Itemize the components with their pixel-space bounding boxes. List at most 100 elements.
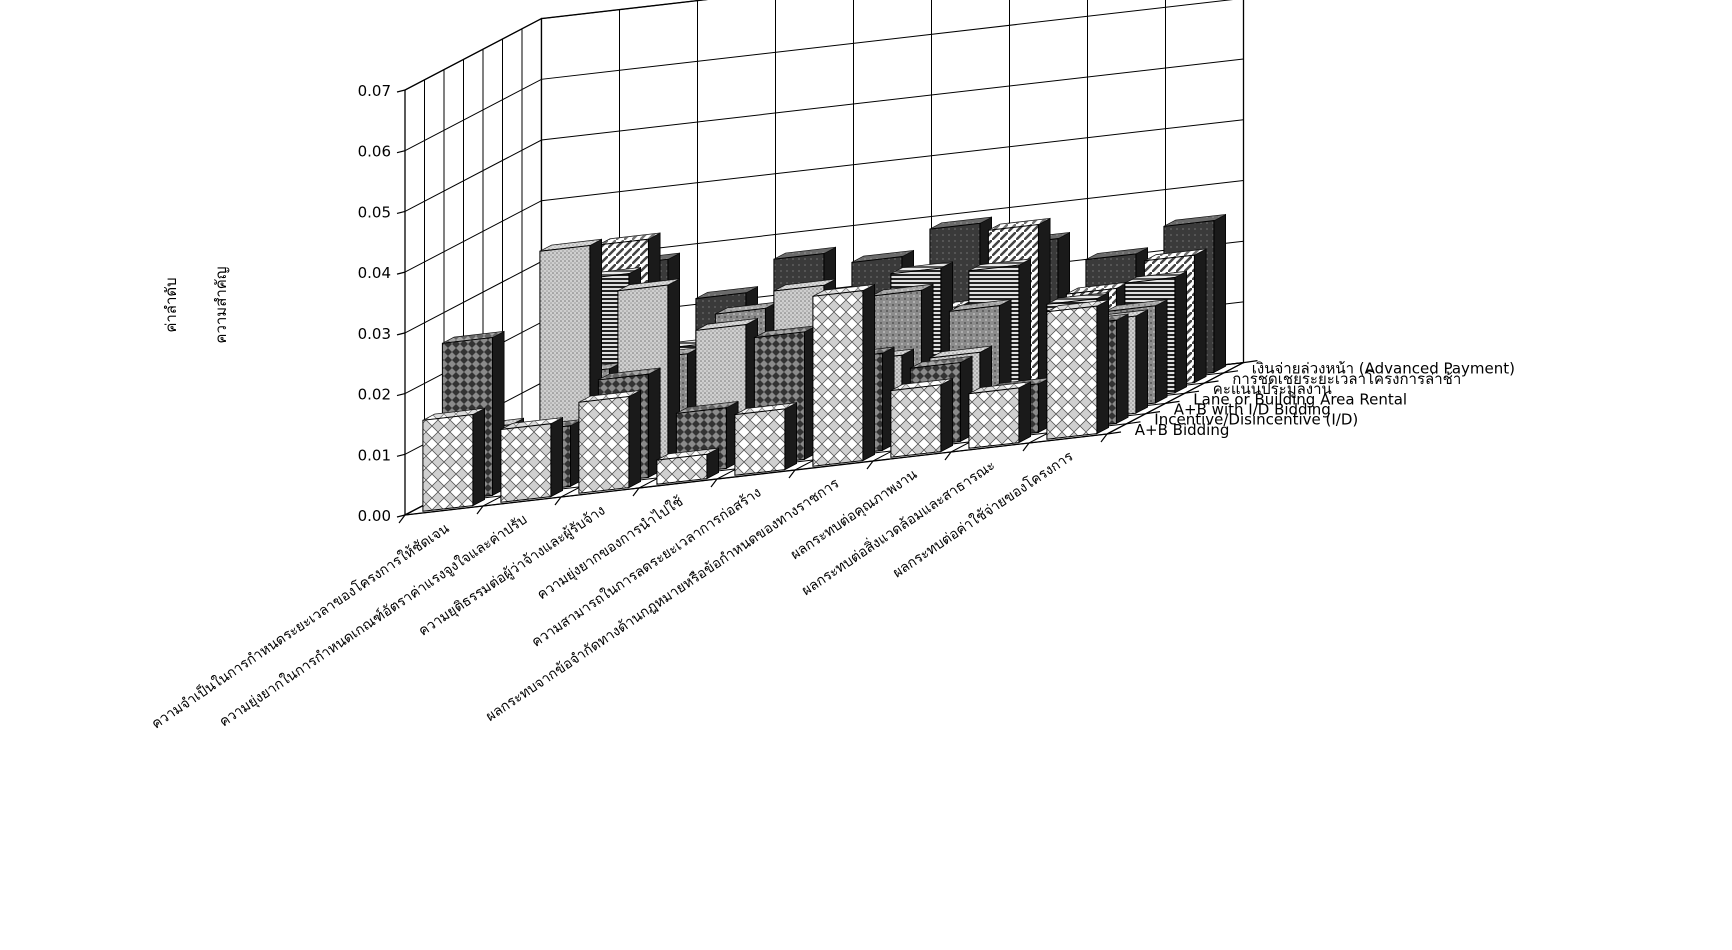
- series-label: Lane or Building Area Rental: [1193, 390, 1407, 408]
- x-gridline-floor: [1106, 362, 1244, 435]
- bar-top-highlight: [617, 278, 680, 291]
- bar-top-highlight: [539, 239, 602, 252]
- y-tick-label: 0.04: [358, 264, 391, 282]
- x-tick-mark: [632, 487, 640, 497]
- bar-top-highlight: [598, 233, 661, 245]
- bar: [968, 381, 1031, 449]
- bar-side-face: [1096, 299, 1109, 435]
- bar-top-highlight: [968, 381, 1031, 394]
- bar-side-face: [1194, 248, 1207, 384]
- y-tick-label: 0.00: [358, 507, 391, 525]
- bar-front-face: [1046, 305, 1098, 440]
- y-axis-label-line-1: ค่าลำดับ: [162, 277, 180, 332]
- bar-top-highlight: [988, 218, 1051, 231]
- y-tick-mark: [396, 453, 406, 457]
- y-tick-mark: [396, 150, 406, 154]
- x-tick-mark: [398, 514, 406, 524]
- bar-top-highlight: [851, 250, 914, 263]
- bar: [1046, 299, 1109, 440]
- y-tick-label: 0.01: [358, 446, 391, 464]
- x-category-label: ความยุ่งยากในการกำหนดเกณฑ์อัตราค่าแรงจูง…: [216, 511, 530, 731]
- y-tick-mark: [396, 332, 406, 336]
- bar-top-highlight: [695, 286, 758, 299]
- bar-top-highlight: [812, 284, 875, 297]
- z-tick-mark: [1165, 400, 1180, 404]
- x-tick-mark: [788, 469, 796, 479]
- bar-side-face: [1135, 309, 1148, 414]
- bar: [734, 402, 797, 476]
- z-tick-mark: [1184, 390, 1200, 394]
- bar-side-face: [940, 378, 953, 453]
- x-tick-mark: [944, 451, 952, 461]
- bar-side-face: [628, 389, 641, 489]
- bar-front-face: [500, 423, 552, 503]
- x-tick-mark: [476, 505, 484, 515]
- bar-top-highlight: [929, 346, 992, 358]
- x-tick-mark: [710, 478, 718, 488]
- bar-top-highlight: [715, 302, 778, 315]
- bar-front-face: [578, 395, 630, 494]
- bar-top-highlight: [949, 299, 1012, 312]
- bar: [812, 283, 875, 467]
- y-axis-label-line-2: ความสำคัญ: [212, 266, 230, 343]
- z-tick-mark: [1145, 411, 1161, 415]
- bars: [422, 213, 1226, 512]
- bar-side-face: [1155, 299, 1168, 404]
- bar-side-face: [862, 283, 875, 462]
- bar-top-highlight: [910, 356, 973, 369]
- x-category-label: ความสามารถในการลดระยะเวลาการก่อสร้าง: [528, 484, 764, 651]
- bar-top-highlight: [442, 331, 505, 344]
- y-tick-labels: 0.00 0.01 0.02 0.03 0.04 0.05 0.06 0.07: [358, 82, 391, 525]
- y-tick-label: 0.07: [358, 82, 391, 100]
- x-tick-mark: [1022, 442, 1030, 452]
- y-tick-label: 0.05: [358, 203, 391, 221]
- y-axis-label: ค่าลำดับ ความสำคัญ: [162, 266, 230, 343]
- x-tick-mark: [554, 496, 562, 506]
- y-tick-mark: [396, 89, 406, 93]
- z-tick-mark: [1243, 360, 1258, 364]
- series-label: Incentive/Disincentive (I/D): [1154, 411, 1358, 429]
- bar: [656, 447, 719, 485]
- bar-front-face: [890, 384, 942, 458]
- bar-side-face: [550, 416, 563, 498]
- bar-side-face: [784, 402, 797, 471]
- bar-top-highlight: [773, 279, 836, 291]
- bar: [422, 407, 486, 512]
- bar: [578, 389, 641, 494]
- bar-top-highlight: [1144, 249, 1207, 261]
- bar-top-highlight: [734, 402, 797, 415]
- bar-top-highlight: [890, 378, 953, 391]
- z-tick-mark: [1106, 431, 1122, 435]
- series-label: A+B with I/D Bidding: [1174, 401, 1331, 419]
- bar-top-highlight: [1163, 214, 1226, 227]
- bar-top-highlight: [1124, 271, 1187, 284]
- bar-top-highlight: [598, 368, 661, 380]
- bar-side-face: [1174, 270, 1187, 394]
- bar-side-face: [472, 407, 486, 507]
- axes: [396, 89, 1258, 524]
- bar-top-highlight: [1105, 299, 1168, 312]
- bar-top-highlight: [890, 261, 953, 274]
- x-category-label: ความจำเป็นในการกำหนดระยะเวลาของโครงการให…: [148, 519, 453, 733]
- bar-top-highlight: [578, 390, 641, 403]
- series-label: เงินจ่ายล่วงหน้า (Advanced Payment): [1252, 360, 1515, 378]
- x-tick-mark: [866, 460, 874, 470]
- bar-top-highlight: [871, 284, 934, 297]
- bar-side-face: [1213, 213, 1226, 374]
- y-tick-label: 0.03: [358, 325, 391, 343]
- y-tick-mark: [396, 210, 406, 215]
- bar-top-highlight: [929, 217, 992, 230]
- z-tick-mark: [1126, 421, 1141, 425]
- z-gridline-floor: [404, 433, 1108, 516]
- bar-side-face: [1018, 381, 1031, 444]
- bar-top-highlight: [676, 401, 739, 414]
- bar-top-highlight: [754, 325, 817, 338]
- x-tick-mark: [1100, 433, 1108, 443]
- bar-top-highlight: [968, 258, 1031, 271]
- y-tick-label: 0.06: [358, 143, 391, 161]
- bar-front-face: [812, 290, 864, 467]
- bar-front-face: [422, 413, 474, 512]
- bar-top-highlight: [773, 247, 836, 260]
- bar-top-highlight: [500, 417, 563, 430]
